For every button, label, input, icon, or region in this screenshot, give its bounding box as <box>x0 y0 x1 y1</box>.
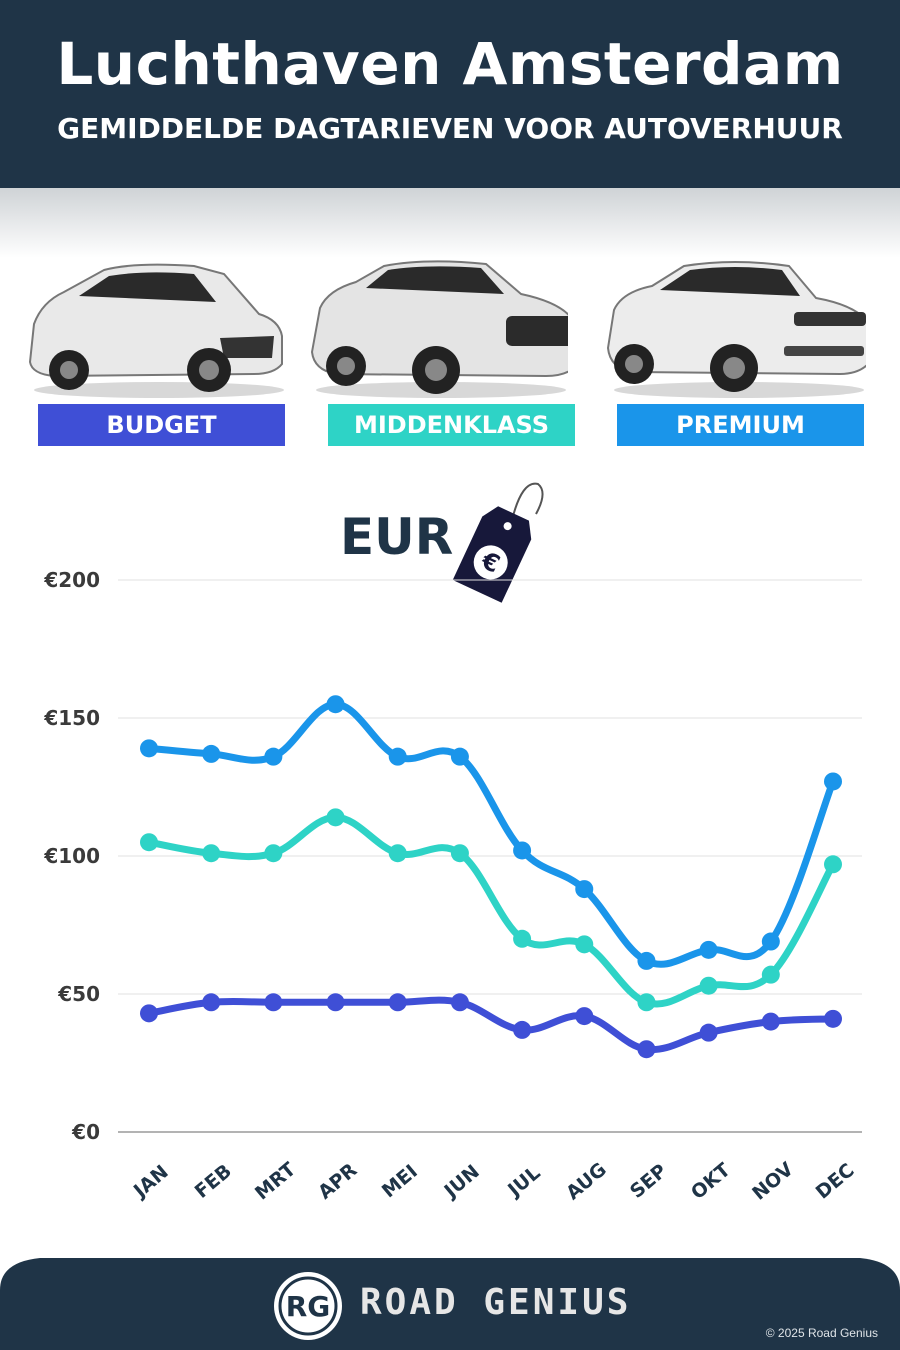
data-point-budget-okt <box>699 1023 718 1042</box>
data-point-premium-okt <box>699 940 718 959</box>
data-point-premium-jul <box>513 841 532 860</box>
category-label-midsize: MIDDENKLASS <box>328 404 575 446</box>
page-title: Luchthaven Amsterdam <box>56 30 844 98</box>
x-tick-label: AUG <box>562 1158 611 1204</box>
brand-name: ROAD GENIUS <box>360 1282 632 1323</box>
price-tag-icon: € <box>452 482 544 603</box>
logo-text: RG <box>286 1290 331 1323</box>
currency-label: EUR <box>340 508 454 566</box>
series-line-premium <box>145 700 837 968</box>
road-genius-logo-icon: RG <box>274 1272 342 1340</box>
midsize-car-image <box>310 260 568 398</box>
y-tick-label: €200 <box>43 568 100 592</box>
data-point-middenklass-jul <box>513 929 532 948</box>
data-point-premium-aug <box>575 880 594 899</box>
data-point-budget-apr <box>326 993 345 1012</box>
data-point-budget-jul <box>513 1020 532 1039</box>
data-point-premium-mei <box>388 747 407 766</box>
x-tick-label: JAN <box>128 1161 173 1203</box>
data-point-budget-mei <box>388 993 407 1012</box>
data-point-premium-mrt <box>264 747 283 766</box>
x-tick-label: FEB <box>191 1160 236 1203</box>
series-line-budget <box>145 996 837 1054</box>
data-point-middenklass-okt <box>699 976 718 995</box>
data-point-premium-feb <box>202 744 221 763</box>
page-subtitle: GEMIDDELDE DAGTARIEVEN VOOR AUTOVERHUUR <box>57 112 843 145</box>
data-point-premium-apr <box>326 695 345 714</box>
data-point-middenklass-aug <box>575 935 594 954</box>
data-point-middenklass-jun <box>450 844 469 863</box>
category-label-premium: PREMIUM <box>617 404 864 446</box>
data-point-budget-sep <box>637 1040 656 1059</box>
y-tick-label: €50 <box>57 982 100 1006</box>
rental-price-line-chart: €0 €50 €100 €150 €200 JAN FEB MRT APR MEI JUN JUL A… <box>43 568 862 1205</box>
header-shadow <box>0 188 900 258</box>
footer-banner <box>0 1258 900 1350</box>
data-point-budget-mrt <box>264 993 283 1012</box>
y-tick-label: €150 <box>43 706 100 730</box>
data-point-middenklass-jan <box>140 833 158 852</box>
x-tick-label: JUL <box>502 1162 544 1202</box>
data-point-premium-dec <box>824 772 842 791</box>
data-point-budget-nov <box>761 1012 780 1031</box>
x-tick-label: MRT <box>251 1158 300 1204</box>
data-point-middenklass-mrt <box>264 844 283 863</box>
data-point-budget-aug <box>575 1007 594 1026</box>
data-point-middenklass-sep <box>637 993 656 1012</box>
data-point-middenklass-nov <box>761 965 780 984</box>
x-tick-label: SEP <box>626 1160 671 1203</box>
x-tick-label: JUN <box>439 1161 484 1204</box>
category-label-budget: BUDGET <box>38 404 285 446</box>
data-point-budget-dec <box>824 1009 842 1028</box>
data-point-middenklass-apr <box>326 808 345 827</box>
budget-car-image <box>28 263 284 398</box>
data-point-budget-feb <box>202 993 221 1012</box>
data-point-budget-jan <box>140 1004 158 1023</box>
y-tick-label: €100 <box>43 844 100 868</box>
data-point-premium-jan <box>140 739 158 758</box>
data-point-middenklass-feb <box>202 844 221 863</box>
x-tick-label: DEC <box>812 1159 859 1203</box>
x-tick-label: MEI <box>378 1160 422 1202</box>
data-point-premium-nov <box>761 932 780 951</box>
header-banner: Luchthaven Amsterdam GEMIDDELDE DAGTARIE… <box>0 0 900 188</box>
x-tick-label: APR <box>314 1159 362 1204</box>
data-point-premium-jun <box>450 747 469 766</box>
data-point-premium-sep <box>637 951 656 970</box>
data-point-middenklass-mei <box>388 844 407 863</box>
premium-car-image <box>606 261 866 398</box>
y-tick-label: €0 <box>71 1120 100 1144</box>
copyright-text: © 2025 Road Genius <box>765 1326 878 1340</box>
x-tick-label: OKT <box>687 1159 735 1204</box>
data-point-middenklass-dec <box>824 855 842 874</box>
data-point-budget-jun <box>450 993 469 1012</box>
x-tick-label: NOV <box>748 1158 798 1205</box>
series-line-middenklass <box>145 813 837 1008</box>
